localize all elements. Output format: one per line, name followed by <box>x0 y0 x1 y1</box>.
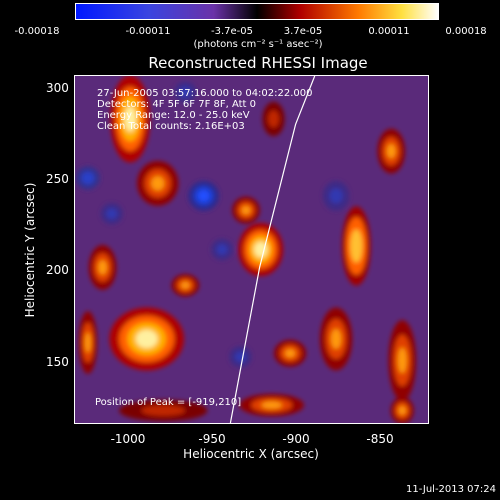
clean-counts-label: Clean Total counts: 2.16E+03 <box>97 121 245 132</box>
emission-source <box>284 348 296 358</box>
x-tick-label: -1000 <box>110 432 146 446</box>
emission-source <box>84 332 91 353</box>
x-tick-label: -900 <box>282 432 310 446</box>
energy-range-label: Energy Range: 12.0 - 25.0 keV <box>97 110 250 121</box>
y-tick-label: 250 <box>46 172 69 186</box>
colorbar-tick-label: 0.00011 <box>368 26 410 37</box>
y-tick-label: 300 <box>46 81 69 95</box>
emission-source <box>330 328 342 349</box>
emission-source <box>180 281 190 289</box>
y-axis-label: Heliocentric Y (arcsec) <box>23 182 37 318</box>
solar-limb-line <box>229 76 316 423</box>
emission-source <box>268 110 280 128</box>
emission-source <box>124 106 137 132</box>
emission-source <box>261 401 283 409</box>
emission-source <box>151 176 165 191</box>
emission-source <box>141 405 186 416</box>
colorbar <box>75 3 439 20</box>
time-range-label: 27-Jun-2005 03:57:16.000 to 04:02:22.000 <box>97 88 313 99</box>
colorbar-tick-label: 0.00018 <box>445 26 487 37</box>
heatmap-image <box>75 76 428 423</box>
negative-lobe <box>329 188 343 204</box>
colorbar-tick-label: -3.7e-05 <box>211 26 253 37</box>
plot-area: 27-Jun-2005 03:57:16.000 to 04:02:22.000… <box>74 75 429 424</box>
colorbar-tick-label: -0.00018 <box>14 26 60 37</box>
negative-lobe <box>234 351 246 363</box>
emission-source <box>135 329 158 349</box>
detectors-label: Detectors: 4F 5F 6F 7F 8F, Att 0 <box>97 99 257 110</box>
emission-source <box>254 241 268 258</box>
x-tick-label: -950 <box>198 432 226 446</box>
colorbar-tick-label: 3.7e-05 <box>283 26 323 37</box>
negative-lobe <box>81 171 95 185</box>
x-axis-label: Heliocentric X (arcsec) <box>183 447 319 461</box>
colorbar-tick-label: -0.00011 <box>125 26 171 37</box>
heatmap-sources <box>75 76 417 423</box>
negative-lobe <box>179 86 191 98</box>
colorbar-gradient <box>76 4 438 19</box>
emission-source <box>350 229 363 263</box>
negative-lobe <box>106 208 118 220</box>
negative-lobe <box>198 190 210 202</box>
emission-source <box>398 406 406 415</box>
negative-lobe <box>216 244 228 255</box>
y-tick-label: 200 <box>46 263 69 277</box>
chart-title: Reconstructed RHESSI Image <box>148 54 368 72</box>
emission-source <box>241 205 251 215</box>
timestamp: 11-Jul-2013 07:24 <box>405 484 496 495</box>
colorbar-units: (photons cm⁻² s⁻¹ asec⁻²) <box>193 39 323 50</box>
x-tick-label: -850 <box>366 432 394 446</box>
peak-position-label: Position of Peak = [-919,210] <box>95 397 242 408</box>
emission-source <box>386 143 396 159</box>
emission-source <box>397 347 407 374</box>
emission-source <box>98 260 107 275</box>
y-tick-label: 150 <box>46 355 69 369</box>
